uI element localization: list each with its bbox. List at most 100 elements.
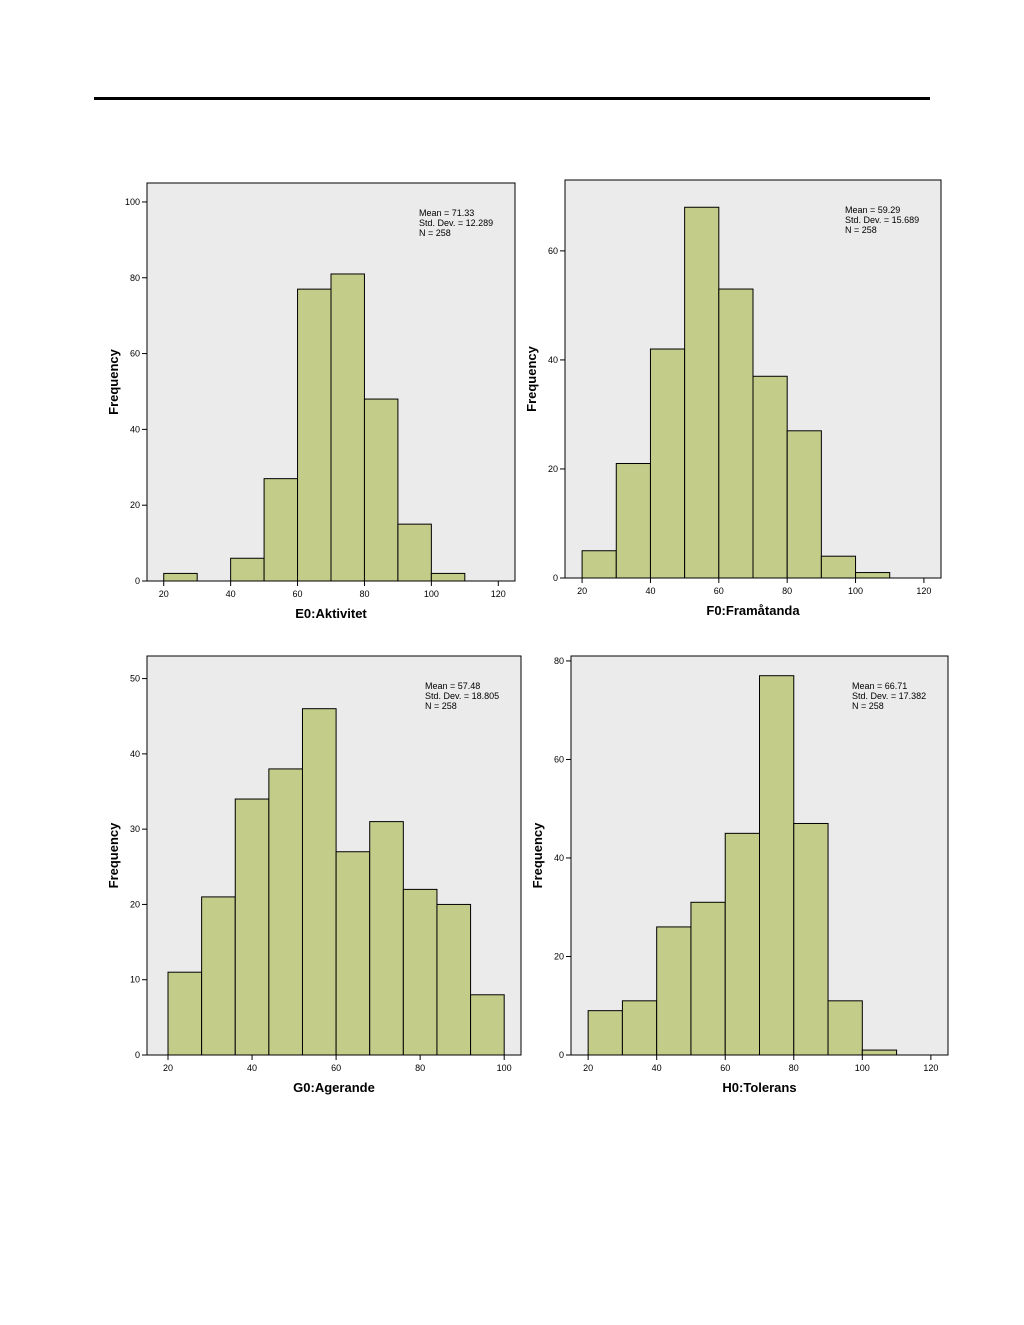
histogram-g0-agerande: 0 10 20 30 40 50 20 40 60 80 100 G0:Agerande Frequen… (106, 655, 522, 1095)
histogram-bar (470, 994, 505, 1056)
histogram-bar (268, 768, 303, 1056)
histogram-bar (656, 926, 692, 1056)
y-tick-label: 80 (554, 656, 564, 666)
x-tick-label: 80 (359, 589, 369, 599)
histogram-bar (621, 1000, 658, 1056)
x-axis-label: G0:Agerande (293, 1080, 375, 1095)
histogram-bar (330, 273, 365, 582)
histogram-e0-aktivitet: 0 20 40 60 80 100 20 40 60 80 100 120 E0:Aktivitet Fr… (106, 182, 516, 621)
histogram-bar (167, 971, 203, 1056)
stats-n: N = 258 (425, 701, 457, 711)
y-tick-label: 20 (130, 500, 140, 510)
y-axis-label: Frequency (530, 822, 545, 889)
stats-n: N = 258 (419, 228, 451, 238)
x-tick-label: 120 (916, 586, 931, 596)
x-tick-label: 40 (247, 1063, 257, 1073)
y-tick-label: 0 (135, 1050, 140, 1060)
histogram-bar (335, 851, 371, 1056)
y-tick-label: 100 (125, 197, 140, 207)
y-tick-label: 40 (554, 853, 564, 863)
x-tick-label: 100 (855, 1063, 870, 1073)
histogram-bar (861, 1049, 898, 1056)
x-tick-label: 20 (577, 586, 587, 596)
y-tick-label: 50 (130, 674, 140, 684)
y-axis-label: Frequency (106, 822, 121, 889)
x-tick-label: 80 (789, 1063, 799, 1073)
histogram-bar (615, 463, 651, 579)
y-tick-label: 0 (553, 573, 558, 583)
y-tick-label: 20 (548, 464, 558, 474)
x-axis-label: E0:Aktivitet (295, 606, 367, 621)
y-tick-label: 40 (548, 355, 558, 365)
histogram-bar (827, 1000, 863, 1056)
y-tick-label: 0 (135, 576, 140, 586)
y-tick-label: 10 (130, 975, 140, 985)
histogram-bar (263, 478, 299, 582)
histogram-f0-framatanda: 0 20 40 60 20 40 60 80 100 120 F0:Framåtanda Freque… (524, 179, 942, 618)
histogram-bar (855, 572, 891, 579)
histogram-bar (690, 901, 726, 1056)
x-axis-label: H0:Tolerans (722, 1080, 796, 1095)
x-tick-label: 60 (714, 586, 724, 596)
y-tick-label: 60 (554, 754, 564, 764)
histogram-bar (397, 523, 432, 582)
histogram-bar (793, 822, 829, 1056)
x-tick-label: 100 (424, 589, 439, 599)
y-tick-label: 0 (559, 1050, 564, 1060)
histogram-bar (230, 557, 265, 582)
x-tick-label: 60 (331, 1063, 341, 1073)
stats-mean: Mean = 59.29 (845, 205, 900, 215)
x-tick-label: 40 (226, 589, 236, 599)
x-tick-label: 100 (848, 586, 863, 596)
x-axis-label: F0:Framåtanda (706, 603, 800, 618)
y-tick-label: 80 (130, 273, 140, 283)
histogram-bar (201, 896, 236, 1056)
histogram-bar (163, 572, 198, 582)
histogram-bar (786, 430, 822, 579)
x-tick-label: 100 (497, 1063, 512, 1073)
y-tick-label: 60 (548, 246, 558, 256)
stats-n: N = 258 (845, 225, 877, 235)
x-tick-label: 20 (583, 1063, 593, 1073)
y-tick-label: 20 (554, 951, 564, 961)
top-rule (94, 97, 930, 100)
histogram-bar (402, 888, 438, 1056)
histogram-bar (297, 288, 332, 582)
stats-std-dev: Std. Dev. = 12.289 (419, 218, 493, 228)
histogram-bar (363, 398, 399, 582)
x-tick-label: 120 (923, 1063, 938, 1073)
x-tick-label: 60 (293, 589, 303, 599)
y-axis-label: Frequency (524, 345, 539, 412)
stats-mean: Mean = 71.33 (419, 208, 474, 218)
histogram-bar (301, 708, 337, 1056)
histogram-bar (759, 675, 795, 1056)
histogram-bar (718, 288, 754, 579)
histogram-bar (436, 903, 472, 1056)
stats-std-dev: Std. Dev. = 15.689 (845, 215, 919, 225)
stats-std-dev: Std. Dev. = 18.805 (425, 691, 499, 701)
histogram-h0-tolerans: 0 20 40 60 80 20 40 60 80 100 120 H0:Tolerans Freque… (530, 655, 949, 1095)
histogram-bar (649, 348, 686, 579)
x-tick-label: 80 (415, 1063, 425, 1073)
histogram-bar (684, 206, 720, 579)
stats-mean: Mean = 57.48 (425, 681, 480, 691)
y-tick-label: 40 (130, 749, 140, 759)
histogram-bar (820, 555, 857, 579)
histogram-bar (752, 375, 788, 579)
histogram-bar (369, 821, 404, 1056)
x-tick-label: 40 (652, 1063, 662, 1073)
histogram-bar (581, 550, 617, 579)
histogram-bar (587, 1010, 623, 1056)
x-tick-label: 20 (163, 1063, 173, 1073)
histogram-bar (724, 832, 761, 1056)
histogram-bar (430, 572, 466, 582)
stats-mean: Mean = 66.71 (852, 681, 907, 691)
x-tick-label: 60 (720, 1063, 730, 1073)
y-tick-label: 20 (130, 899, 140, 909)
y-axis-label: Frequency (106, 348, 121, 415)
y-tick-label: 60 (130, 349, 140, 359)
stats-n: N = 258 (852, 701, 884, 711)
x-tick-label: 20 (159, 589, 169, 599)
x-tick-label: 40 (645, 586, 655, 596)
y-tick-label: 40 (130, 424, 140, 434)
